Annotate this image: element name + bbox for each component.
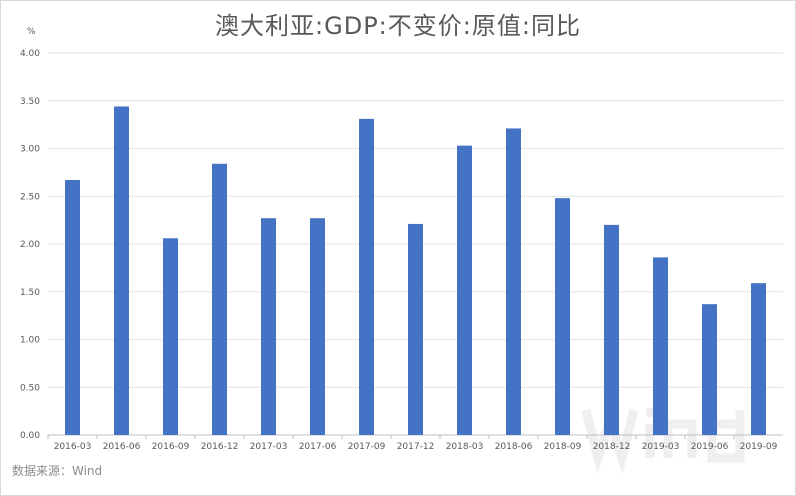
bar-2018-03 xyxy=(457,145,472,435)
bar-2019-09 xyxy=(751,283,766,435)
x-tick-label: 2018-06 xyxy=(495,442,533,452)
x-tick-label: 2016-06 xyxy=(103,442,141,452)
bar-2017-03 xyxy=(261,218,276,435)
x-tick-label: 2019-03 xyxy=(642,442,680,452)
y-tick-label: 2.50 xyxy=(20,192,40,202)
y-axis-unit: % xyxy=(27,27,36,37)
x-tick-label: 2016-03 xyxy=(54,442,92,452)
bar-2016-03 xyxy=(65,180,80,435)
x-tick-label: 2018-09 xyxy=(544,442,582,452)
y-tick-label: 0.00 xyxy=(20,431,40,441)
y-tick-label: 2.00 xyxy=(20,240,40,250)
y-tick-label: 1.50 xyxy=(20,288,40,298)
bar-2016-06 xyxy=(114,106,129,435)
bar-2018-06 xyxy=(506,128,521,435)
x-tick-label: 2018-12 xyxy=(593,442,631,452)
y-tick-label: 0.50 xyxy=(20,383,40,393)
x-tick-label: 2017-12 xyxy=(397,442,435,452)
y-tick-label: 3.00 xyxy=(20,145,40,155)
x-tick-label: 2016-12 xyxy=(201,442,239,452)
x-tick-label: 2019-06 xyxy=(691,442,729,452)
bar-2019-06 xyxy=(702,304,717,435)
x-tick-label: 2019-09 xyxy=(740,442,778,452)
watermark-dot xyxy=(646,408,655,417)
y-tick-label: 3.50 xyxy=(20,97,40,107)
data-source-note: 数据来源：Wind xyxy=(12,464,103,478)
bar-2017-06 xyxy=(310,218,325,435)
y-tick-label: 1.00 xyxy=(20,336,40,346)
x-tick-label: 2017-06 xyxy=(299,442,337,452)
x-tick-label: 2017-03 xyxy=(250,442,288,452)
watermark-stroke xyxy=(663,419,697,458)
bar-2017-09 xyxy=(359,118,374,436)
bar-2019-03 xyxy=(653,257,668,435)
chart-title: 澳大利亚:GDP:不变价:原值:同比 xyxy=(215,12,581,40)
bar-2018-12 xyxy=(604,224,619,435)
x-tick-label: 2016-09 xyxy=(152,442,190,452)
bar-2018-09 xyxy=(555,198,570,435)
bar-2016-12 xyxy=(212,163,227,435)
bar-2016-09 xyxy=(163,238,178,435)
x-tick-label: 2018-03 xyxy=(446,442,484,452)
watermark-stroke xyxy=(707,410,745,463)
y-tick-label: 4.00 xyxy=(20,49,40,59)
x-tick-label: 2017-09 xyxy=(348,442,386,452)
bar-2017-12 xyxy=(408,223,423,435)
